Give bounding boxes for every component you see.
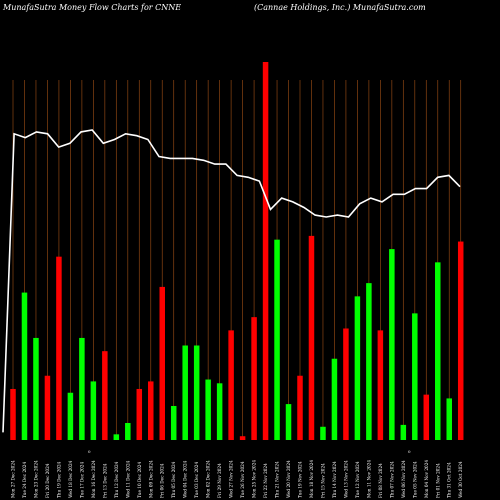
bar xyxy=(297,375,303,440)
bar xyxy=(366,283,372,440)
x-tick-label: Thu 05 Dec 2024 xyxy=(171,461,176,498)
bar xyxy=(21,292,28,440)
zero-marker-label: 0 xyxy=(88,449,91,454)
bar xyxy=(182,345,188,440)
x-tick-label: Tue 03 Dec 2024 xyxy=(194,462,199,498)
bar xyxy=(343,328,349,440)
x-tick-label: Fri 22 Nov 2024 xyxy=(263,463,268,498)
bar xyxy=(435,262,441,440)
x-tick-label: Mon 04 Nov 2024 xyxy=(424,460,429,498)
x-axis-tick-labels: Mon 27 Dec 2024 Tue 24 Dec 2024 Mon 23 Dec… xyxy=(11,460,464,498)
bar xyxy=(239,436,246,440)
x-tick-label: Wed 04 Dec 2024 xyxy=(183,460,188,498)
x-tick-label: Fri 29 Nov 2024 xyxy=(217,463,222,498)
bar xyxy=(10,388,16,440)
bar xyxy=(193,345,200,440)
x-tick-label: Fri 06 Dec 2024 xyxy=(160,463,165,498)
bar xyxy=(320,426,326,440)
bar xyxy=(56,256,62,440)
bar xyxy=(389,249,395,440)
x-tick-label: Thu 14 Nov 2024 xyxy=(332,461,337,498)
bar xyxy=(354,296,361,440)
x-tick-label: Tue 05 Nov 2024 xyxy=(412,461,417,498)
x-tick-label: Tue 26 Nov 2024 xyxy=(240,461,245,498)
bar xyxy=(274,239,280,440)
bar xyxy=(331,358,338,440)
zero-marker-label-right: 0 xyxy=(408,449,411,454)
x-tick-label: Fri 15 Nov 2024 xyxy=(320,463,325,498)
x-tick-label: Mon 23 Dec 2024 xyxy=(33,460,38,498)
bar xyxy=(216,383,223,440)
money-flow-line xyxy=(2,129,461,433)
chart-title-left: MunafaSutra Money Flow Charts for CNNE xyxy=(2,3,181,12)
x-tick-label: Wed 06 Nov 2024 xyxy=(401,460,406,498)
bar xyxy=(67,392,74,440)
bar xyxy=(251,317,257,440)
x-tick-label: Thu 31 Oct 2024 xyxy=(447,462,452,498)
x-tick-label: Tue 17 Dec 2024 xyxy=(79,462,84,498)
x-tick-label: Wed 30 Oct 2024 xyxy=(458,461,463,498)
x-tick-label: Mon 02 Dec 2024 xyxy=(206,460,211,498)
x-tick-label: Thu 21 Nov 2024 xyxy=(275,461,280,498)
bar xyxy=(90,381,97,440)
bar xyxy=(102,351,108,440)
x-tick-label: Mon 25 Nov 2024 xyxy=(252,460,257,498)
bar xyxy=(44,375,51,440)
bar xyxy=(457,241,464,440)
bar-series xyxy=(10,62,464,440)
x-tick-label: Fri 08 Nov 2024 xyxy=(378,463,383,498)
bar xyxy=(377,330,384,440)
x-tick-label: Tue 12 Nov 2024 xyxy=(355,461,360,498)
x-tick-label: Mon 09 Dec 2024 xyxy=(148,460,153,498)
bar xyxy=(148,381,154,440)
x-tick-label: Thu 07 Nov 2024 xyxy=(389,461,394,498)
x-tick-label: Wed 18 Dec 2024 xyxy=(68,460,73,498)
bar xyxy=(136,388,143,440)
bar xyxy=(205,379,211,440)
x-tick-label: Fri 13 Dec 2024 xyxy=(102,463,107,498)
x-tick-label: Fri 20 Dec 2024 xyxy=(45,463,50,498)
bar xyxy=(125,422,131,440)
x-tick-label: Tue 24 Dec 2024 xyxy=(22,462,27,498)
x-tick-label: Mon 18 Nov 2024 xyxy=(309,460,314,498)
x-tick-label: Wed 20 Nov 2024 xyxy=(286,460,291,498)
x-tick-label: Tue 10 Dec 2024 xyxy=(137,462,142,498)
bar xyxy=(446,398,452,440)
bar xyxy=(285,404,292,440)
x-tick-label: Wed 13 Nov 2024 xyxy=(343,460,348,498)
bar xyxy=(113,434,120,440)
bar xyxy=(228,330,234,440)
x-tick-label: Wed 27 Nov 2024 xyxy=(229,460,234,498)
bar xyxy=(400,424,407,440)
chart-title-right: (Cannae Holdings, Inc.) MunafaSutra.com xyxy=(254,3,426,12)
bar xyxy=(262,62,269,440)
bar xyxy=(308,235,315,440)
x-tick-label: Mon 27 Dec 2024 xyxy=(11,460,16,498)
bar xyxy=(33,337,39,440)
bar xyxy=(79,337,85,440)
x-tick-label: Thu 12 Dec 2024 xyxy=(114,461,119,498)
x-tick-label: Mon 11 Nov 2024 xyxy=(366,460,371,498)
x-tick-label: Mon 16 Dec 2024 xyxy=(91,460,96,498)
x-tick-label: Wed 11 Dec 2024 xyxy=(125,460,130,498)
bar xyxy=(412,313,418,440)
x-tick-label: Tue 19 Nov 2024 xyxy=(298,461,303,498)
bar xyxy=(159,286,165,440)
x-tick-label: Fri 01 Nov 2024 xyxy=(435,463,440,498)
bar xyxy=(423,394,430,440)
bar xyxy=(170,405,177,440)
x-tick-label: Thu 19 Dec 2024 xyxy=(56,461,61,498)
